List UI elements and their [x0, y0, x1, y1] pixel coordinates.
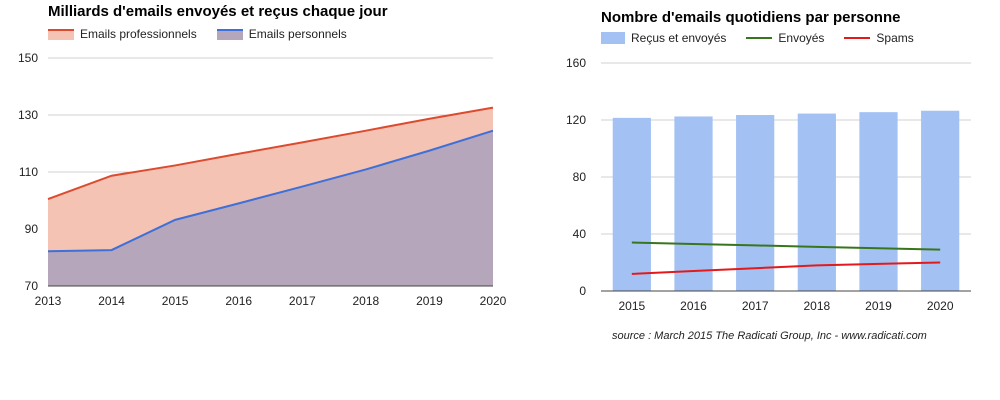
chart2-x-tick-label: 2018 — [803, 299, 830, 313]
legend-label-personal: Emails personnels — [248, 27, 347, 41]
legend-swatch-personal — [216, 28, 243, 40]
chart1-x-tick-label: 2016 — [225, 294, 252, 308]
chart1-y-tick-label: 130 — [18, 108, 38, 122]
chart2-y-tick-label: 160 — [566, 56, 586, 70]
legend-item-received-sent: Reçus et envoyés — [601, 31, 726, 45]
chart2-y-tick-label: 40 — [573, 227, 587, 241]
chart1-title: Milliards d'emails envoyés et reçus chaq… — [48, 3, 388, 20]
chart1-x-tick-label: 2017 — [289, 294, 316, 308]
chart1-x-tick-label: 2013 — [35, 294, 62, 308]
chart2-title: Nombre d'emails quotidiens par personne — [601, 9, 901, 26]
chart1-y-tick-label: 110 — [19, 165, 38, 179]
chart2-x-tick-label: 2017 — [742, 299, 769, 313]
chart2-bar — [921, 110, 960, 291]
legend-label-professional: Emails professionnels — [80, 27, 197, 41]
source-note: source : March 2015 The Radicati Group, … — [612, 330, 927, 342]
chart1-y-tick-label: 150 — [18, 51, 38, 65]
chart2-bar — [736, 115, 775, 291]
chart1-area-series-2 — [48, 130, 493, 286]
chart2-bar — [859, 112, 898, 291]
chart1-x-tick-label: 2020 — [480, 294, 507, 308]
legend-swatch-received-sent — [601, 32, 625, 44]
legend-item-sent: Envoyés — [746, 31, 824, 45]
legend-label-spam: Spams — [876, 31, 914, 45]
legend-item-personal: Emails personnels — [216, 27, 347, 41]
legend-swatch-professional — [48, 28, 74, 40]
chart2-line-spams — [631, 261, 941, 275]
chart2-y-tick-label: 120 — [566, 113, 586, 127]
chart2-x-tick-label: 2019 — [865, 299, 892, 313]
chart1-x-tick-label: 2018 — [353, 294, 380, 308]
legend-label-sent: Envoyés — [778, 31, 825, 45]
chart1-legend: Emails professionnels Emails personnels — [48, 27, 367, 41]
chart2-legend: Reçus et envoyés Envoyés Spams — [601, 31, 934, 45]
chart2-bar — [797, 113, 836, 292]
chart2-bar — [612, 117, 651, 291]
chart1-y-tick-label: 70 — [25, 279, 39, 293]
chart1-y-tick-label: 90 — [25, 222, 39, 236]
chart2-x-tick-label: 2015 — [618, 299, 645, 313]
chart2-x-tick-label: 2020 — [927, 299, 954, 313]
chart1-line-series-1 — [47, 106, 494, 201]
legend-swatch-sent — [746, 37, 773, 39]
chart1-x-tick-label: 2015 — [162, 294, 189, 308]
chart2-y-tick-label: 0 — [579, 284, 586, 298]
legend-label-received-sent: Reçus et envoyés — [631, 31, 727, 45]
chart2-bar — [674, 116, 713, 291]
legend-item-professional: Emails professionnels — [48, 27, 197, 41]
chart1-x-tick-label: 2014 — [98, 294, 125, 308]
chart2-y-tick-label: 80 — [573, 170, 587, 184]
chart2-x-tick-label: 2016 — [680, 299, 707, 313]
chart1-line-series-2 — [47, 129, 494, 253]
legend-item-spam: Spams — [844, 31, 914, 45]
chart2-line-envoy-s — [631, 241, 941, 251]
chart1-x-tick-label: 2019 — [416, 294, 443, 308]
legend-swatch-spam — [844, 37, 871, 39]
